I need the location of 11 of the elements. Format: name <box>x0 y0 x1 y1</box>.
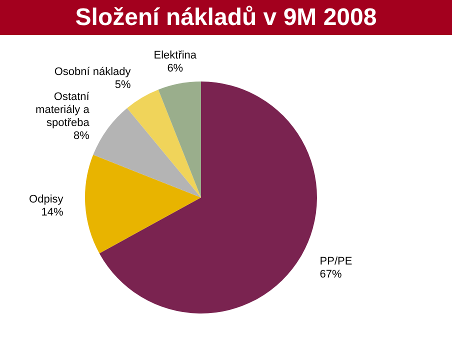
data-label: 5% <box>114 79 131 92</box>
data-label: 67% <box>320 268 342 280</box>
slice-label: Osobní náklady <box>54 66 132 78</box>
slice-label: Odpisy <box>29 194 64 206</box>
slice-label: Ostatní materiály a spotřeba <box>36 90 90 129</box>
data-label: 6% <box>167 62 184 74</box>
data-label: 8% <box>73 130 90 142</box>
data-label: 14% <box>41 206 64 219</box>
chart-title: Složení nákladů v 9M 2008 <box>0 0 452 35</box>
slice-label: PP/PE <box>320 255 352 268</box>
slice-label: Elektřina <box>154 49 198 62</box>
